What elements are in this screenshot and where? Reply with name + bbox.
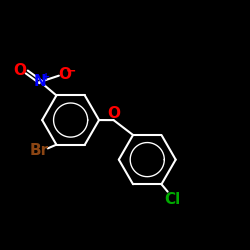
Text: N: N	[34, 74, 47, 89]
Text: Br: Br	[30, 143, 49, 158]
Text: −: −	[66, 65, 76, 78]
Text: O: O	[107, 106, 120, 122]
Text: O: O	[58, 67, 71, 82]
Text: Cl: Cl	[164, 192, 180, 207]
Text: O: O	[13, 63, 26, 78]
Text: +: +	[42, 72, 50, 82]
